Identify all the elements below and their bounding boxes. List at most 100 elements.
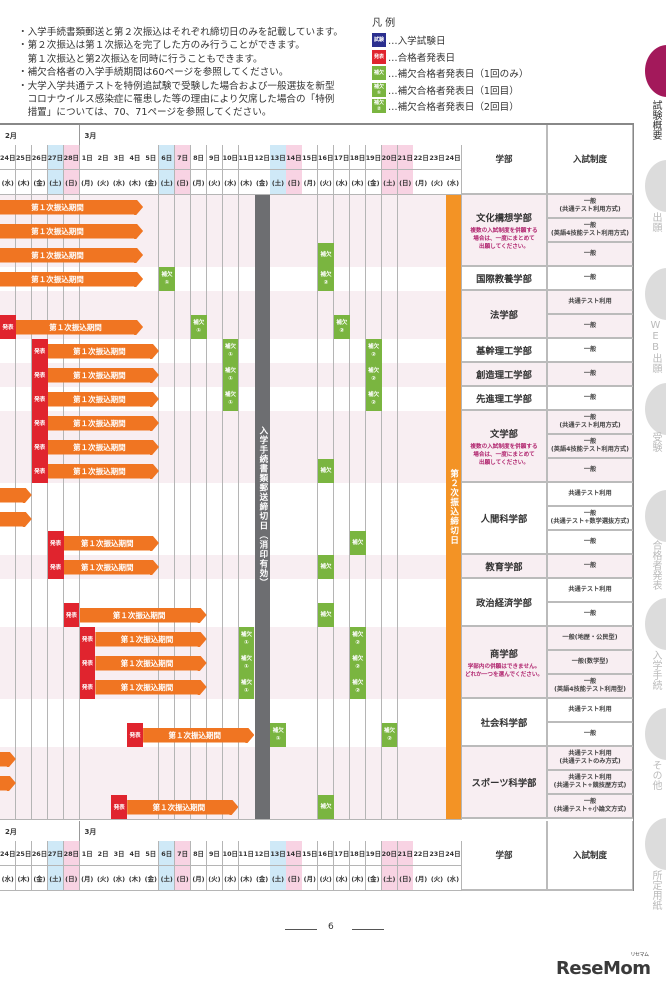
logo-ruby: リセマム [630, 952, 650, 958]
weekday-cell: (水) [333, 170, 351, 195]
grid-cell [0, 651, 17, 676]
weekday-cell: (木) [127, 866, 144, 891]
day-cell: 25日 [15, 145, 33, 170]
grid-cell [206, 219, 224, 244]
first-payment-period-bar: 第１次振込期間 [48, 392, 159, 407]
sidebar-tab-7[interactable]: 所定用紙 [645, 818, 666, 940]
grid-cell [0, 675, 17, 700]
system-header: 入試制度 [548, 821, 634, 891]
tab-label: その他 [650, 760, 661, 790]
waitlist-label: 補欠 [384, 728, 396, 734]
weekday-cell: (日) [63, 170, 80, 195]
faculty-name: 基幹理工学部 [476, 346, 532, 357]
grid-cell [15, 531, 33, 556]
bar-label: 第１次振込期間 [168, 730, 221, 740]
grid-cell [159, 531, 176, 556]
legend-badge-sub: ① [376, 89, 382, 96]
day-cell: 24日 [0, 841, 17, 866]
weekday-cell: (日) [397, 170, 414, 195]
faculty-name: 創造理工学部 [476, 370, 532, 381]
grid-cell [111, 699, 128, 724]
grid-cell [127, 747, 144, 772]
grid-cell [365, 243, 383, 268]
sidebar-tab-4[interactable]: 合格者発表 [645, 490, 666, 610]
grid-cell [381, 387, 398, 412]
sidebar-tab-6[interactable]: その他 [645, 708, 666, 830]
announcement-marker: 発表 [0, 315, 16, 339]
waitlist-marker: 補欠 [349, 531, 366, 555]
grid-cell [397, 579, 414, 604]
grid-cell [159, 195, 176, 220]
grid-cell [413, 531, 430, 556]
bar-label: 第１次振込期間 [120, 658, 174, 668]
grid-cell [222, 675, 239, 700]
grid-cell [302, 459, 319, 484]
grid-cell [270, 459, 287, 484]
grid-cell [206, 267, 224, 292]
sidebar-tab-5[interactable]: 入学手続 [645, 598, 666, 720]
bar-label: 第１次振込期間 [120, 682, 174, 692]
weekday-cell: (水) [0, 170, 17, 195]
weekday-cell: (木) [15, 866, 33, 891]
faculty-note: 複数の入試制度を併願する 場合は、一度にまとめて 出願してください。 [470, 443, 538, 466]
waitlist-label: 補欠 [352, 680, 364, 686]
grid-cell [397, 603, 414, 628]
weekday-cell: (土) [47, 170, 65, 195]
exam-system-cell: 一般 [548, 243, 634, 267]
grid-cell [127, 291, 144, 316]
grid-cell [381, 243, 398, 268]
faculty-name: 商学部 [490, 648, 518, 660]
grid-cell [222, 219, 239, 244]
sidebar-tab-3[interactable]: 受験 [645, 383, 666, 502]
grid-cell [15, 387, 33, 412]
day-cell: 19日 [365, 841, 383, 866]
grid-cell [333, 627, 351, 652]
weekday-cell: (月) [190, 866, 208, 891]
grid-cell [302, 435, 319, 460]
grid-cell [79, 579, 96, 604]
grid-cell [95, 579, 112, 604]
grid-cell [238, 579, 255, 604]
sidebar-tab-1[interactable]: 出願 [645, 160, 666, 282]
weekday-cell: (土) [159, 170, 176, 195]
grid-cell [397, 219, 414, 244]
grid-cell [111, 507, 128, 532]
grid-cell [174, 507, 192, 532]
grid-cell [31, 651, 49, 676]
grid-cell [190, 243, 208, 268]
grid-cell [47, 579, 65, 604]
grid-cell [397, 459, 414, 484]
grid-cell [270, 699, 287, 724]
grid-cell [413, 555, 430, 580]
grid-cell [397, 747, 414, 772]
grid-cell [174, 243, 192, 268]
sidebar-tab-0[interactable]: 試験概要 [645, 45, 666, 170]
grid-cell [0, 387, 17, 412]
grid-cell [302, 507, 319, 532]
day-cell: 7日 [174, 841, 192, 866]
waitlist-label: 補欠 [240, 680, 252, 686]
grid-cell [333, 531, 351, 556]
day-cell: 9日 [206, 841, 224, 866]
weekday-cell: (月) [79, 866, 96, 891]
grid-cell [270, 435, 287, 460]
exam-system-cell: 一般 [548, 315, 634, 339]
grid-cell [429, 675, 446, 700]
waitlist-marker: 補欠 ① [238, 627, 255, 651]
waitlist-marker: 補欠 [318, 795, 334, 819]
announcement-marker: 発表 [31, 363, 48, 387]
grid-cell [333, 555, 351, 580]
grid-cell [79, 291, 96, 316]
tab-label: 入学手続 [650, 650, 661, 690]
grid-cell [381, 771, 398, 796]
waitlist-marker: 補欠 ① [238, 675, 255, 699]
grid-cell [111, 771, 128, 796]
bar-label: 第１次振込期間 [73, 370, 126, 380]
grid-cell [15, 627, 33, 652]
grid-cell [318, 363, 335, 388]
grid-cell [397, 435, 414, 460]
grid-cell [206, 627, 224, 652]
sidebar-tab-2[interactable]: WEB出願 [645, 268, 666, 390]
grid-cell [318, 219, 335, 244]
grid-cell [349, 387, 367, 412]
